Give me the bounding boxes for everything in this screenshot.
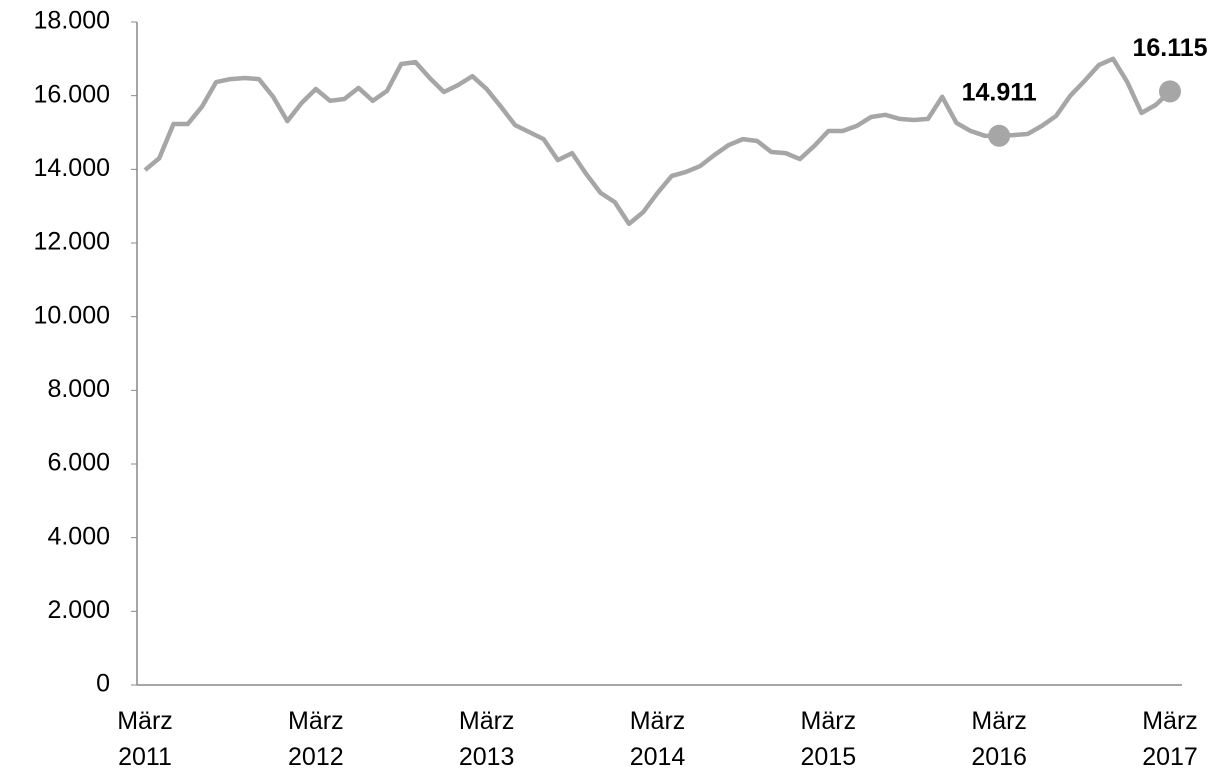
x-tick-label: März 2011 xyxy=(117,707,173,771)
y-tick-label: 6.000 xyxy=(47,449,110,477)
y-tick-label: 8.000 xyxy=(47,375,110,403)
x-tick-label: März 2017 xyxy=(1142,707,1198,771)
y-tick-label: 4.000 xyxy=(47,522,110,550)
x-tick-label: März 2015 xyxy=(801,707,857,771)
y-tick-label: 2.000 xyxy=(47,596,110,624)
x-tick-label: März 2016 xyxy=(971,707,1027,771)
y-tick-label: 14.000 xyxy=(34,154,110,182)
value-label: 14.911 xyxy=(962,78,1037,106)
marker xyxy=(1159,80,1181,103)
y-tick-label: 18.000 xyxy=(34,7,110,35)
y-tick-label: 10.000 xyxy=(34,301,110,329)
y-tick-label: 16.000 xyxy=(34,80,110,108)
marker xyxy=(988,124,1011,147)
x-tick-label: März 2013 xyxy=(459,707,515,771)
x-tick-label: März 2014 xyxy=(630,707,686,771)
x-tick-label: März 2012 xyxy=(288,707,344,771)
value-label: 16.115 xyxy=(1132,34,1207,62)
y-tick-label: 12.000 xyxy=(34,228,110,256)
y-tick-label: 0 xyxy=(96,670,110,698)
